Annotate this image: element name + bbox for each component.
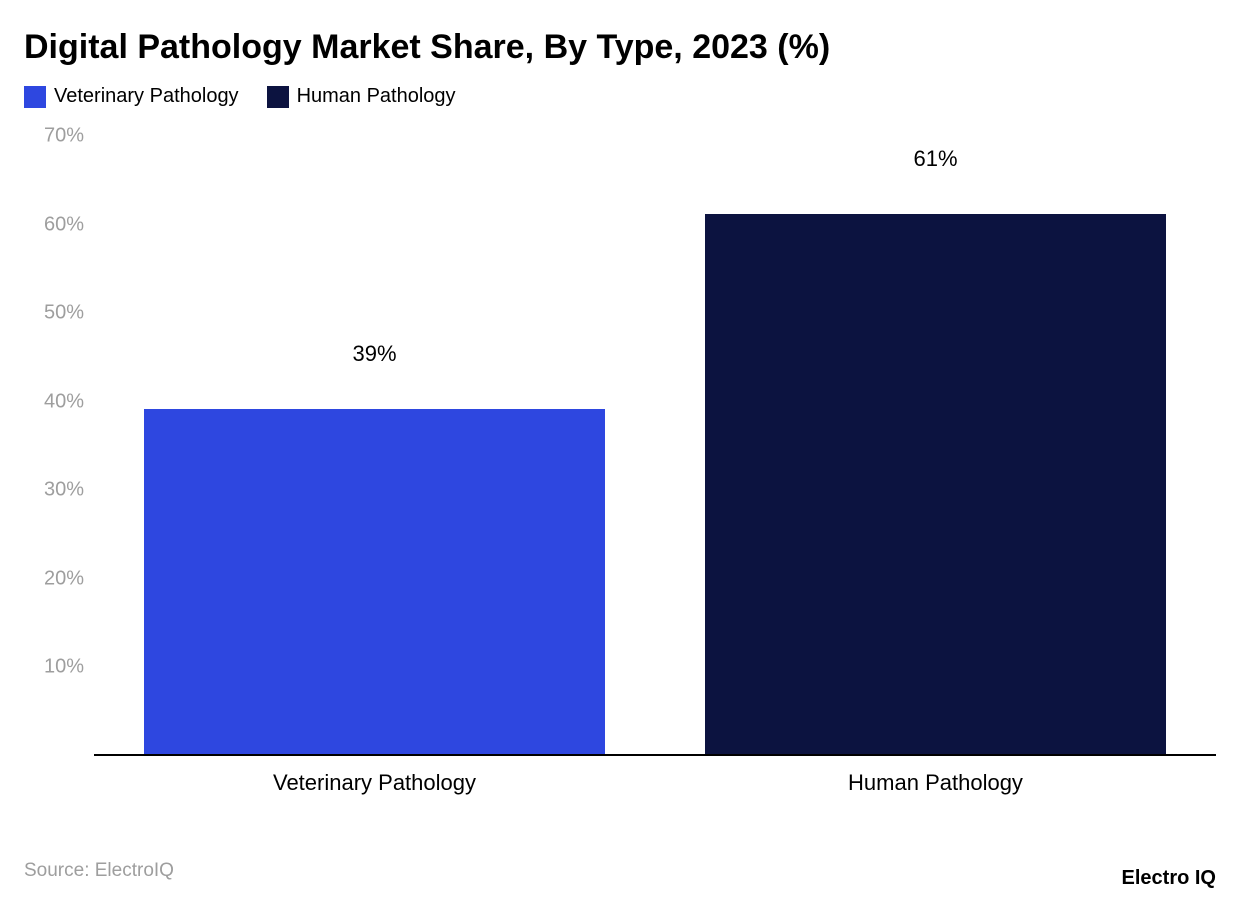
legend: Veterinary Pathology Human Pathology — [24, 85, 1216, 108]
plot-area: 39% 61% — [94, 136, 1216, 756]
x-tick-label: Veterinary Pathology — [94, 770, 655, 796]
bar-value-label: 39% — [144, 341, 604, 375]
legend-swatch — [267, 86, 289, 108]
y-tick-label: 70% — [24, 125, 84, 148]
brand-logo-text: Electro IQ — [1122, 867, 1216, 890]
source-text: Source: ElectroIQ — [24, 860, 174, 882]
legend-label: Human Pathology — [297, 85, 456, 108]
y-tick-label: 40% — [24, 390, 84, 413]
y-tick-label: 10% — [24, 656, 84, 679]
legend-label: Veterinary Pathology — [54, 85, 239, 108]
y-tick-label: 30% — [24, 479, 84, 502]
y-tick-label: 60% — [24, 213, 84, 236]
y-tick-label: 20% — [24, 567, 84, 590]
bar-chart: 39%61% 10%20%30%40%50%60%70%Veterinary P… — [24, 136, 1216, 816]
legend-item: Human Pathology — [267, 85, 456, 108]
x-tick-label: Human Pathology — [655, 770, 1216, 796]
bar-value-label: 61% — [705, 146, 1165, 180]
legend-item: Veterinary Pathology — [24, 85, 239, 108]
y-tick-label: 50% — [24, 302, 84, 325]
legend-swatch — [24, 86, 46, 108]
bar — [705, 214, 1165, 754]
bar — [144, 409, 604, 754]
chart-title: Digital Pathology Market Share, By Type,… — [24, 28, 1216, 67]
